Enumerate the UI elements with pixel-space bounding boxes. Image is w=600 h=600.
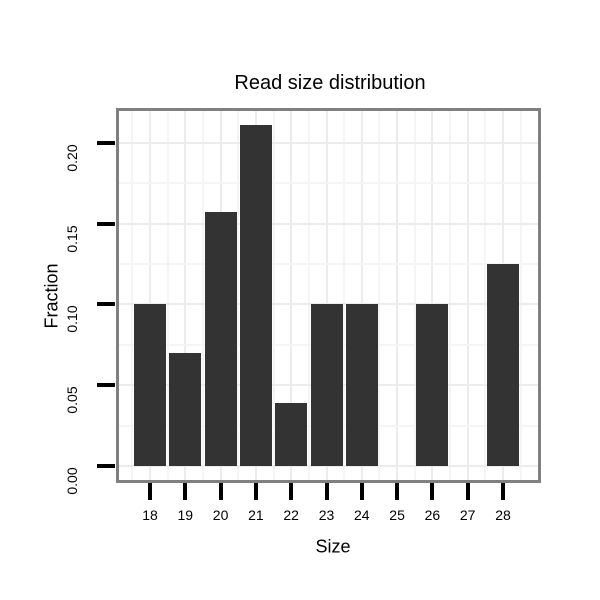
y-tick-label: 0.10 <box>64 305 80 333</box>
x-tick-mark <box>289 483 294 500</box>
y-tick-mark <box>97 463 115 468</box>
x-tick-label: 24 <box>354 507 370 523</box>
x-tick-label: 19 <box>177 507 194 523</box>
y-tick-label: 0.00 <box>64 467 80 495</box>
y-tick-label: 0.05 <box>64 386 80 414</box>
gridline-major-vertical <box>184 111 187 480</box>
y-tick-label: 0.15 <box>64 225 80 253</box>
gridline-minor-vertical <box>413 111 416 480</box>
x-tick-mark <box>430 483 435 500</box>
x-tick-label: 22 <box>283 507 299 523</box>
gridline-major-vertical <box>466 111 469 480</box>
y-tick-mark <box>97 140 115 145</box>
gridline-major-horizontal <box>119 222 538 225</box>
x-tick-label: 26 <box>424 507 441 523</box>
gridline-minor-vertical <box>449 111 452 480</box>
x-tick-mark <box>253 483 258 500</box>
gridline-major-vertical <box>290 111 293 480</box>
x-tick-label: 25 <box>389 507 405 523</box>
x-axis-title: Size <box>315 536 351 557</box>
bar-19 <box>169 352 202 466</box>
gridline-major-vertical <box>431 111 434 480</box>
x-tick-label: 21 <box>248 507 264 523</box>
x-tick-mark <box>465 483 470 500</box>
plot-panel <box>116 108 541 483</box>
bar-20 <box>204 212 237 466</box>
gridline-minor-vertical <box>519 111 522 480</box>
x-tick-label: 28 <box>495 507 511 523</box>
gridline-minor-vertical <box>378 111 381 480</box>
gridline-minor-horizontal <box>119 182 538 185</box>
bar-26 <box>416 304 449 466</box>
gridline-minor-vertical <box>343 111 346 480</box>
gridline-minor-vertical <box>237 111 240 480</box>
bar-23 <box>310 304 343 466</box>
x-tick-mark <box>183 483 188 500</box>
bar-24 <box>345 304 378 466</box>
y-tick-mark <box>97 221 115 226</box>
x-tick-mark <box>218 483 223 500</box>
gridline-major-horizontal <box>119 464 538 467</box>
gridline-minor-vertical <box>484 111 487 480</box>
x-tick-mark <box>501 483 505 500</box>
x-tick-mark <box>359 483 364 500</box>
x-tick-label: 20 <box>212 507 229 523</box>
bar-28 <box>487 264 519 466</box>
x-tick-mark <box>324 483 329 500</box>
y-axis-title: Fraction <box>41 263 62 329</box>
y-tick-mark <box>97 302 115 307</box>
gridline-major-vertical <box>149 111 151 480</box>
x-tick-label: 23 <box>318 507 335 523</box>
x-tick-label: 18 <box>142 507 158 523</box>
bar-21 <box>239 125 272 466</box>
gridline-minor-horizontal <box>119 263 538 265</box>
gridline-minor-vertical <box>201 111 204 480</box>
gridline-major-vertical <box>396 111 399 480</box>
bar-22 <box>275 402 308 466</box>
gridline-minor-vertical <box>166 111 169 480</box>
x-tick-mark <box>148 483 152 500</box>
bar-18 <box>134 304 166 466</box>
x-tick-mark <box>395 483 400 500</box>
gridline-major-vertical <box>360 111 363 480</box>
gridline-minor-vertical <box>131 111 134 480</box>
gridline-minor-vertical <box>307 111 310 480</box>
x-tick-label: 27 <box>459 507 476 523</box>
y-tick-mark <box>97 383 115 388</box>
y-tick-label: 0.20 <box>64 144 80 172</box>
gridline-major-horizontal <box>119 141 538 144</box>
gridline-minor-vertical <box>272 111 275 480</box>
chart-title: Read size distribution <box>234 72 426 94</box>
gridline-major-vertical <box>325 111 328 480</box>
